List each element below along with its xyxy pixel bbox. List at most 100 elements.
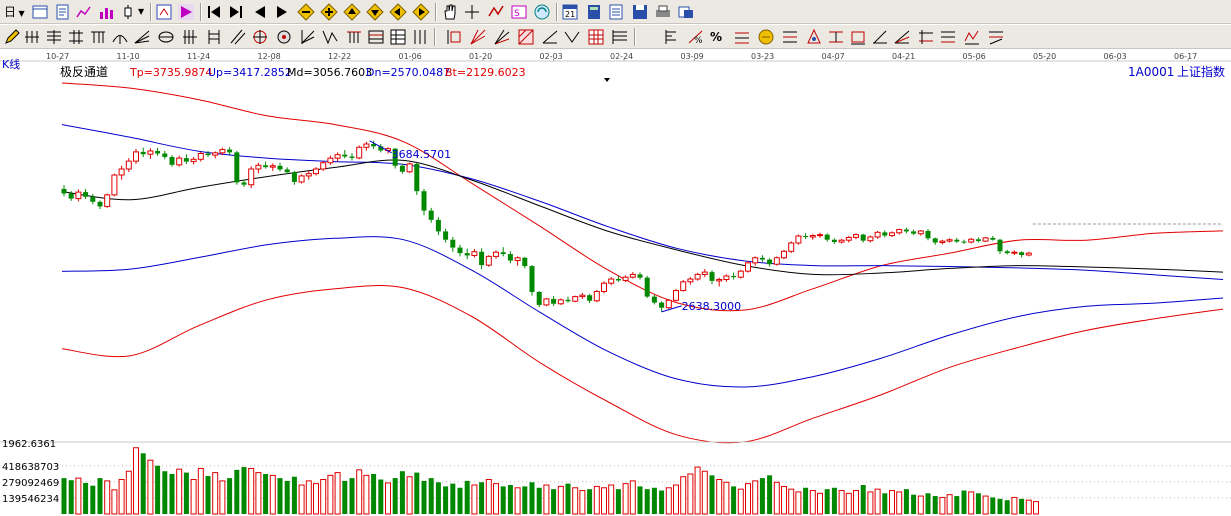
symbol-name: 上证指数	[1177, 64, 1225, 79]
v-line-icon[interactable]	[562, 27, 582, 47]
go-first-icon[interactable]	[204, 2, 224, 22]
gann-icon[interactable]	[66, 27, 86, 47]
fibonacci-icon[interactable]	[44, 27, 64, 47]
price-levels-icon[interactable]	[610, 27, 630, 47]
volume-bar	[363, 474, 370, 515]
triple-line-icon[interactable]	[938, 27, 958, 47]
erase-icon[interactable]	[986, 27, 1006, 47]
bracket-icon[interactable]	[444, 27, 464, 47]
band-up	[61, 124, 1224, 280]
target-icon[interactable]	[250, 27, 270, 47]
range-icon[interactable]	[826, 27, 846, 47]
draw-line-icon[interactable]	[486, 2, 506, 22]
flag-icon[interactable]	[176, 2, 196, 22]
mini-chart-icon[interactable]	[74, 2, 94, 22]
wave-icon[interactable]	[320, 27, 340, 47]
percent-button[interactable]: %	[710, 30, 723, 44]
candle-body	[831, 239, 837, 243]
ladder-icon[interactable]	[204, 27, 224, 47]
move-down-icon[interactable]	[365, 2, 385, 22]
export-icon[interactable]	[676, 2, 696, 22]
calculator-icon[interactable]	[584, 2, 604, 22]
split-icon[interactable]	[916, 27, 936, 47]
save-icon[interactable]	[630, 2, 650, 22]
multi-stock-icon[interactable]: S	[509, 2, 529, 22]
calendar-icon[interactable]: 21	[560, 2, 580, 22]
volume-bar	[1025, 499, 1032, 515]
window-icon[interactable]	[30, 2, 50, 22]
refresh-icon[interactable]	[532, 2, 552, 22]
hatch-icon[interactable]	[516, 27, 536, 47]
text-lines-icon[interactable]	[780, 27, 800, 47]
up-arrow-icon[interactable]	[870, 27, 890, 47]
candle-body	[190, 158, 197, 163]
ellipse-icon[interactable]	[156, 27, 176, 47]
hand-icon[interactable]	[440, 2, 460, 22]
main-toolbar: 日 ▼ ▼ S 21	[0, 0, 1231, 24]
fan-marker-icon[interactable]	[892, 27, 912, 47]
channel-icon[interactable]	[228, 27, 248, 47]
table-icon[interactable]	[388, 27, 408, 47]
square-grid-icon[interactable]	[586, 27, 606, 47]
zigzag-icon[interactable]	[962, 27, 982, 47]
candle-body	[673, 290, 679, 301]
text-marker-icon[interactable]	[804, 27, 824, 47]
move-right-icon[interactable]	[411, 2, 431, 22]
candle	[313, 167, 319, 176]
zoom-out-icon[interactable]	[296, 2, 316, 22]
zoom-in-icon[interactable]	[319, 2, 339, 22]
move-up-icon[interactable]	[342, 2, 362, 22]
box-range-icon[interactable]	[848, 27, 868, 47]
candle-type-icon[interactable]	[118, 2, 138, 22]
print-icon[interactable]	[653, 2, 673, 22]
step-right-icon[interactable]	[272, 2, 292, 22]
grid-icon[interactable]	[22, 27, 42, 47]
bars-icon[interactable]	[180, 27, 200, 47]
columns-icon[interactable]	[410, 27, 430, 47]
resistance-icon[interactable]	[344, 27, 364, 47]
candle-body	[932, 238, 938, 243]
f10-info-icon[interactable]	[52, 2, 72, 22]
box-lines-icon[interactable]	[366, 27, 386, 47]
pen-icon[interactable]	[2, 27, 22, 47]
candle	[234, 150, 240, 185]
chevron-down-icon[interactable]: ▼	[138, 7, 145, 16]
candle-body	[349, 156, 355, 158]
volume-bar	[378, 479, 384, 514]
percent-levels-icon[interactable]	[732, 27, 752, 47]
go-last-icon[interactable]	[226, 2, 246, 22]
crosshair-icon[interactable]	[462, 2, 482, 22]
candle-body	[97, 201, 103, 207]
trend-line-icon[interactable]	[540, 27, 560, 47]
chevron-down-icon[interactable]	[604, 78, 610, 82]
period-selector[interactable]: 日 ▼	[4, 2, 25, 22]
volume-bars-icon[interactable]	[96, 2, 116, 22]
candle-body	[514, 257, 521, 262]
volume-bar	[975, 493, 981, 514]
candle	[572, 295, 579, 303]
report-icon[interactable]	[606, 2, 626, 22]
zoom-icon[interactable]	[154, 2, 174, 22]
step-left-icon[interactable]	[250, 2, 270, 22]
arc-icon[interactable]	[110, 27, 130, 47]
percent-line-icon[interactable]: %	[686, 27, 706, 47]
ruler-icon[interactable]	[662, 27, 682, 47]
candle	[507, 251, 513, 264]
drawing-toolbar: % %	[0, 25, 1231, 49]
volume-bar	[227, 478, 233, 514]
kline-chart[interactable]: 10-27 11-10 11-24 12-08 12-22 01-06 01-20 02-03…	[0, 51, 1231, 516]
move-left-icon[interactable]	[388, 2, 408, 22]
candle	[795, 234, 802, 245]
date-tick-label: 04-07	[822, 52, 845, 61]
kline-tab-label[interactable]: K线	[2, 57, 20, 71]
candle	[1011, 250, 1018, 255]
period-line-icon[interactable]	[88, 27, 108, 47]
fan-lines-icon[interactable]	[468, 27, 488, 47]
angle-lines-icon[interactable]	[492, 27, 512, 47]
candle-body	[990, 237, 996, 240]
gear-icon[interactable]	[274, 27, 294, 47]
coin-icon[interactable]	[756, 27, 776, 47]
speed-line-icon[interactable]	[298, 27, 318, 47]
fan-icon[interactable]	[132, 27, 152, 47]
candle-body	[147, 150, 154, 155]
